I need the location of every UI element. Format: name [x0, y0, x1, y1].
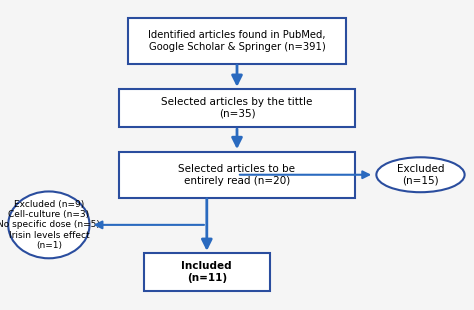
Ellipse shape	[376, 157, 465, 192]
FancyBboxPatch shape	[144, 253, 270, 291]
Text: Selected articles to be
entirely read (n=20): Selected articles to be entirely read (n…	[179, 164, 295, 186]
FancyBboxPatch shape	[128, 18, 346, 64]
FancyBboxPatch shape	[118, 89, 356, 127]
Text: Excluded
(n=15): Excluded (n=15)	[397, 164, 444, 186]
Text: Selected articles by the tittle
(n=35): Selected articles by the tittle (n=35)	[161, 97, 313, 119]
Text: Included
(n=11): Included (n=11)	[182, 261, 232, 283]
Ellipse shape	[8, 192, 90, 258]
FancyBboxPatch shape	[118, 152, 356, 197]
Text: Excluded (n=9)
Cell-culture (n=3)
No specific dose (n=5)
Irisin levels effect
(n: Excluded (n=9) Cell-culture (n=3) No spe…	[0, 200, 100, 250]
Text: Identified articles found in PubMed,
Google Scholar & Springer (n=391): Identified articles found in PubMed, Goo…	[148, 30, 326, 52]
